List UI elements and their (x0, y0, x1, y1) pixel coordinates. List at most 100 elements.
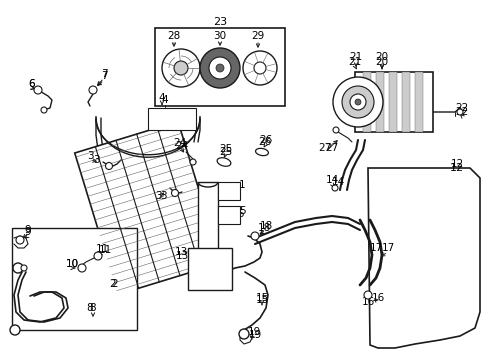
Text: 22: 22 (454, 103, 468, 113)
Circle shape (10, 325, 20, 335)
Bar (388, 72, 396, 132)
Circle shape (89, 86, 97, 94)
Text: 13: 13 (175, 251, 188, 261)
Text: 21: 21 (347, 57, 361, 67)
Text: 9: 9 (24, 227, 31, 237)
Text: 8: 8 (86, 303, 93, 313)
Text: 16: 16 (361, 297, 374, 307)
Text: 15: 15 (255, 293, 268, 303)
Text: 11: 11 (95, 244, 108, 254)
Circle shape (349, 94, 365, 110)
Text: 27: 27 (318, 143, 331, 153)
Circle shape (250, 232, 259, 240)
Text: 20: 20 (375, 52, 388, 62)
Bar (354, 72, 432, 132)
Text: 11: 11 (98, 245, 111, 255)
Text: 10: 10 (65, 259, 79, 269)
Polygon shape (367, 168, 479, 348)
Bar (198, 182, 218, 257)
Bar (155, 28, 285, 106)
Text: 3: 3 (93, 155, 99, 165)
Text: 5: 5 (236, 209, 243, 219)
Text: 24: 24 (173, 138, 186, 148)
Text: 29: 29 (251, 31, 264, 41)
Bar (362, 72, 370, 132)
Text: 9: 9 (24, 225, 31, 235)
Circle shape (208, 57, 230, 79)
Bar (414, 72, 422, 132)
Text: 26: 26 (258, 137, 271, 147)
Text: 3: 3 (160, 191, 166, 201)
Circle shape (78, 264, 86, 272)
Text: 18: 18 (259, 221, 272, 231)
Text: 17: 17 (203, 249, 216, 259)
Text: 25: 25 (219, 147, 232, 157)
Bar (12, 228, 137, 330)
Text: 14: 14 (325, 175, 338, 185)
Text: 12: 12 (449, 159, 463, 169)
Text: 25: 25 (219, 144, 232, 154)
Text: 30: 30 (213, 31, 226, 41)
Text: 4: 4 (159, 93, 165, 103)
Text: 7: 7 (101, 69, 107, 79)
Text: 28: 28 (167, 31, 180, 41)
Text: 20: 20 (375, 57, 388, 67)
Text: 19: 19 (248, 330, 261, 340)
Text: 27: 27 (325, 143, 338, 153)
Circle shape (331, 185, 337, 191)
Text: 6: 6 (29, 79, 35, 89)
Text: 8: 8 (89, 303, 96, 313)
Circle shape (239, 329, 248, 339)
Circle shape (332, 127, 338, 133)
Text: 2: 2 (111, 279, 118, 289)
Text: 1: 1 (231, 183, 238, 193)
Text: 19: 19 (247, 327, 260, 337)
Text: 3: 3 (86, 151, 93, 161)
Text: 17: 17 (381, 243, 394, 253)
Circle shape (253, 62, 265, 74)
Bar (375, 72, 383, 132)
Bar (187, 248, 231, 290)
Circle shape (363, 291, 371, 299)
Circle shape (162, 49, 200, 87)
Circle shape (200, 48, 240, 88)
Text: 16: 16 (370, 293, 384, 303)
Text: 10: 10 (65, 259, 79, 269)
Circle shape (171, 189, 178, 197)
Text: 22: 22 (454, 107, 468, 117)
Circle shape (94, 252, 102, 260)
Circle shape (105, 162, 112, 170)
Polygon shape (75, 121, 221, 294)
Bar (218, 206, 240, 224)
Text: 5: 5 (238, 206, 245, 216)
Text: 21: 21 (348, 52, 362, 62)
Text: 26: 26 (259, 135, 272, 145)
Circle shape (341, 86, 373, 118)
Circle shape (354, 99, 360, 105)
Text: 17: 17 (199, 247, 212, 257)
Text: 2: 2 (109, 279, 116, 289)
Circle shape (41, 107, 47, 113)
Text: 4: 4 (162, 95, 168, 105)
Text: 14: 14 (331, 177, 344, 187)
Circle shape (456, 109, 462, 115)
Circle shape (21, 265, 27, 271)
Circle shape (243, 51, 276, 85)
Text: 18: 18 (257, 223, 270, 233)
Text: 23: 23 (212, 17, 226, 27)
Bar (148, 108, 196, 130)
Text: 3: 3 (154, 191, 161, 201)
Circle shape (174, 61, 187, 75)
Circle shape (16, 236, 24, 244)
Text: 12: 12 (449, 163, 463, 173)
Text: 13: 13 (174, 247, 187, 257)
Circle shape (216, 64, 224, 72)
Circle shape (332, 77, 382, 127)
Text: 1: 1 (238, 180, 245, 190)
Bar (218, 182, 240, 200)
Text: 7: 7 (101, 71, 107, 81)
Bar (401, 72, 409, 132)
Circle shape (34, 86, 42, 94)
Text: 15: 15 (255, 295, 268, 305)
Circle shape (13, 263, 23, 273)
